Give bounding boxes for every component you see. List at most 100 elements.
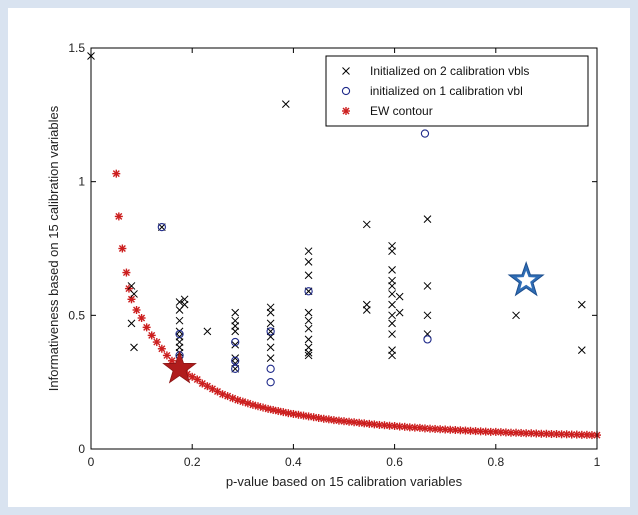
point-s2-8 bbox=[142, 323, 151, 332]
point-s0-60 bbox=[395, 292, 404, 301]
point-s0-35 bbox=[304, 258, 313, 266]
point-s2-0 bbox=[112, 169, 121, 178]
point-s1-5 bbox=[231, 364, 240, 373]
point-s0-40 bbox=[304, 324, 313, 333]
axes-box bbox=[90, 47, 598, 450]
point-s2-37 bbox=[289, 409, 298, 418]
legend-marker-0 bbox=[342, 67, 350, 75]
point-s1-7 bbox=[266, 364, 275, 373]
figure-frame: 0 0.2 0.4 0.6 0.8 1 0 0.5 1 1.5 p-value based on 1… bbox=[8, 8, 630, 507]
point-s0-45 bbox=[362, 220, 371, 229]
point-s0-8 bbox=[175, 316, 184, 325]
point-s1-0 bbox=[157, 222, 166, 232]
point-s1-4 bbox=[231, 356, 240, 365]
point-s2-33 bbox=[269, 405, 278, 414]
point-s0-36 bbox=[304, 271, 313, 280]
point-s0-33 bbox=[281, 100, 290, 108]
x-tick-label: 0.4 bbox=[285, 455, 302, 469]
point-s1-6 bbox=[266, 327, 275, 336]
point-s0-28 bbox=[266, 319, 275, 328]
point-s0-31 bbox=[266, 343, 275, 352]
point-s0-57 bbox=[388, 330, 396, 338]
point-s2-34 bbox=[274, 407, 283, 416]
point-s2-42 bbox=[314, 413, 323, 422]
legend-marker-1 bbox=[341, 86, 351, 96]
y-tick-label: 1.5 bbox=[68, 41, 85, 55]
legend-marker-2 bbox=[342, 107, 350, 115]
point-s0-54 bbox=[388, 300, 396, 309]
point-s2-7 bbox=[137, 314, 146, 323]
point-s0-43 bbox=[304, 348, 313, 357]
x-tick-label: 0.6 bbox=[386, 455, 403, 469]
point-s0-4 bbox=[130, 343, 138, 352]
point-s2-26 bbox=[233, 396, 242, 405]
x-axis-label: p-value based on 15 calibration variable… bbox=[226, 474, 463, 489]
point-s0-17 bbox=[203, 327, 212, 336]
scatter-chart: 0 0.2 0.4 0.6 0.8 1 0 0.5 1 1.5 p-value based on 1… bbox=[46, 41, 601, 489]
point-s0-59 bbox=[388, 351, 396, 360]
point-s2-1 bbox=[114, 212, 123, 221]
legend-box bbox=[325, 55, 589, 127]
point-s1-1 bbox=[175, 329, 184, 339]
highlight-star-inner-1 bbox=[516, 270, 536, 289]
point-s0-62 bbox=[423, 215, 432, 223]
point-s0-1 bbox=[127, 282, 136, 290]
point-s0-61 bbox=[395, 308, 404, 317]
x-tick-label: 0.2 bbox=[184, 455, 201, 469]
legend: Initialized on 2 calibration vbls initial… bbox=[325, 55, 589, 127]
point-s0-55 bbox=[388, 311, 396, 320]
point-s1-8 bbox=[266, 378, 275, 387]
point-s2-10 bbox=[152, 338, 161, 347]
point-s0-64 bbox=[423, 311, 432, 320]
point-s0-56 bbox=[388, 319, 396, 328]
point-s0-67 bbox=[577, 300, 586, 309]
point-s2-2 bbox=[118, 244, 127, 253]
point-s2-35 bbox=[279, 408, 288, 417]
point-s0-27 bbox=[266, 308, 275, 317]
series-1 bbox=[157, 129, 432, 387]
point-s1-10 bbox=[420, 129, 430, 138]
y-axis-label: Informativeness based on 15 calibration … bbox=[46, 105, 61, 391]
point-s0-34 bbox=[304, 247, 313, 256]
point-s0-44 bbox=[304, 351, 313, 360]
x-tick-label: 1 bbox=[594, 455, 601, 469]
point-s1-11 bbox=[423, 335, 432, 344]
point-s2-6 bbox=[132, 305, 141, 314]
point-s0-47 bbox=[362, 306, 371, 314]
point-s0-21 bbox=[231, 327, 240, 336]
point-s0-63 bbox=[423, 282, 432, 290]
point-s2-12 bbox=[162, 351, 171, 360]
y-tick-label: 0.5 bbox=[68, 308, 85, 322]
highlight-stars bbox=[162, 261, 545, 384]
point-s0-41 bbox=[304, 335, 313, 344]
y-tick-label: 0 bbox=[78, 442, 85, 456]
point-s0-49 bbox=[388, 247, 396, 256]
legend-label-1: initialized on 1 calibration vbl bbox=[370, 84, 523, 98]
point-s2-44 bbox=[324, 415, 333, 424]
point-s0-38 bbox=[304, 308, 313, 317]
point-s0-22 bbox=[231, 340, 240, 349]
point-s0-2 bbox=[130, 290, 138, 298]
point-s2-32 bbox=[264, 404, 273, 413]
point-s2-80 bbox=[506, 428, 515, 437]
point-s0-16 bbox=[180, 300, 189, 309]
chart-marks bbox=[87, 52, 601, 440]
point-s0-32 bbox=[266, 354, 275, 362]
axes: 0 0.2 0.4 0.6 0.8 1 0 0.5 1 1.5 p-value based on 1… bbox=[46, 41, 601, 489]
legend-label-2: EW contour bbox=[370, 104, 433, 118]
point-s0-6 bbox=[175, 298, 184, 306]
x-tick-label: 0 bbox=[88, 455, 95, 469]
y-tick-label: 1 bbox=[78, 175, 85, 189]
point-s0-39 bbox=[304, 316, 313, 325]
point-s2-9 bbox=[147, 331, 156, 340]
point-s2-3 bbox=[122, 268, 131, 277]
point-s2-18 bbox=[193, 375, 202, 384]
highlight-star-0 bbox=[162, 350, 197, 384]
point-s2-11 bbox=[157, 344, 166, 353]
point-s0-68 bbox=[577, 346, 586, 354]
point-s0-53 bbox=[388, 290, 396, 298]
point-s0-66 bbox=[512, 311, 520, 320]
point-s0-3 bbox=[127, 319, 136, 328]
point-s0-50 bbox=[388, 266, 396, 274]
point-s0-52 bbox=[388, 282, 396, 290]
